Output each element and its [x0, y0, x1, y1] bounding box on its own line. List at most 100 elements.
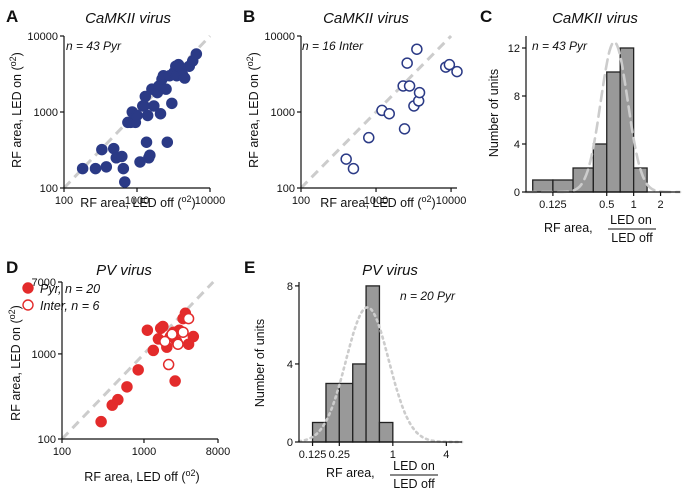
panel-a: A CaMKII virus 100 1000 10000100100010000 … — [6, 7, 225, 210]
data-point-pyr — [89, 162, 102, 175]
panel-letter-a: A — [6, 7, 18, 26]
histogram-bar — [592, 143, 608, 193]
data-point-pyr — [100, 161, 113, 173]
x-axis-label-a: RF area, LED off (o2) — [80, 194, 195, 210]
panel-letter-d: D — [6, 258, 18, 277]
x-tick-label: 4 — [443, 449, 449, 461]
data-point-pyr — [96, 143, 108, 156]
y-axis-label-b: RF area, LED on (o2) — [245, 52, 261, 168]
histogram-bar — [338, 382, 354, 443]
y-axis-label-c: Number of units — [487, 69, 501, 157]
unity-line — [60, 280, 215, 441]
x-tick-label: 2 — [657, 199, 663, 211]
data-point-inter — [398, 123, 411, 135]
x-tick-label: 10000 — [436, 195, 467, 207]
data-point-pyr — [169, 375, 181, 387]
y-tick-label: 1000 — [271, 107, 295, 119]
annotation-a: n = 43 Pyr — [66, 39, 122, 53]
data-point-inter — [413, 86, 426, 99]
x-tick-label: 0.25 — [329, 449, 350, 461]
x-tick-label: 8000 — [206, 446, 230, 458]
panel-b: B CaMKII virus 100 1000 10000100100010000 … — [243, 7, 466, 210]
x-tick-label: 1 — [390, 449, 396, 461]
data-point-pyr — [160, 83, 172, 95]
data-point-pyr — [166, 97, 178, 110]
data-point-pyr — [132, 364, 144, 376]
annotation-c: n = 43 Pyr — [532, 39, 588, 53]
data-point-pyr — [141, 324, 154, 336]
panel-title-a: CaMKII virus — [85, 10, 171, 27]
data-point-inter — [383, 107, 395, 120]
plot-d: 100 1000 8000 100 1000 7000 — [32, 277, 231, 458]
legend-marker-inter — [22, 299, 34, 311]
x-axis-frac-den-e: LED off — [393, 477, 435, 491]
plot-b: 100 1000 10000 100 1000 10000 — [264, 31, 466, 207]
annotation-e: n = 20 Pyr — [400, 289, 456, 303]
y-axis-label-a: RF area, LED on (o2) — [8, 52, 24, 168]
data-point-pyr — [141, 109, 154, 122]
y-tick-label: 8 — [514, 91, 520, 103]
data-point-inter — [401, 57, 413, 69]
x-tick-label: 100 — [292, 195, 310, 207]
data-point-inter — [347, 162, 360, 175]
data-point-pyr — [95, 415, 107, 428]
legend-label-inter: Inter, n = 6 — [40, 299, 99, 313]
y-tick-label: 12 — [508, 43, 520, 55]
data-point-pyr — [154, 107, 167, 120]
data-point-pyr — [131, 109, 143, 122]
y-tick-label: 100 — [38, 434, 56, 446]
data-point-inter — [162, 358, 175, 371]
panel-title-b: CaMKII virus — [323, 10, 409, 27]
data-point-pyr — [161, 136, 174, 148]
legend-label-pyr: Pyr, n = 20 — [40, 282, 100, 296]
data-point-inter — [166, 328, 178, 341]
data-point-pyr — [157, 320, 169, 333]
data-point-pyr — [119, 176, 131, 188]
data-point-inter — [451, 65, 463, 78]
data-point-inter — [340, 153, 352, 165]
data-point-inter — [443, 58, 456, 71]
plot-a: 100 1000 10000 100 1000 10000 — [27, 31, 225, 207]
x-tick-label: 0.5 — [599, 199, 614, 211]
histogram-bar — [352, 363, 367, 443]
x-axis-label-prefix-e: RF area, — [326, 466, 375, 480]
fit-curve — [297, 306, 464, 444]
x-tick-label: 10000 — [195, 195, 226, 207]
data-point-pyr — [190, 48, 203, 60]
data-point-pyr — [121, 381, 133, 393]
data-point-inter — [403, 80, 416, 92]
annotation-b: n = 16 Inter — [302, 39, 364, 53]
y-tick-label: 4 — [287, 359, 293, 371]
data-point-pyr — [117, 162, 130, 175]
panel-letter-c: C — [480, 7, 492, 26]
y-tick-label: 0 — [514, 187, 520, 199]
x-tick-label: 100 — [53, 446, 71, 458]
x-tick-label: 100 — [55, 195, 73, 207]
y-tick-label: 1000 — [32, 349, 56, 361]
x-axis-label-d: RF area, LED off (o2) — [84, 468, 199, 484]
y-tick-label: 10000 — [27, 31, 58, 43]
data-point-pyr — [112, 393, 124, 406]
data-point-pyr — [116, 150, 128, 163]
data-point-pyr — [139, 90, 152, 103]
histogram-bar — [606, 71, 621, 193]
data-point-inter — [182, 312, 195, 325]
x-tick-label: 1000 — [125, 195, 149, 207]
data-point-pyr — [76, 162, 89, 175]
x-axis-frac-den-c: LED off — [611, 231, 653, 245]
x-axis-frac-num-e: LED on — [393, 459, 435, 473]
y-tick-label: 7000 — [32, 277, 56, 289]
histogram-bar — [378, 421, 394, 443]
data-point-pyr — [187, 330, 200, 343]
histogram-bar — [532, 179, 554, 193]
x-axis-label-b: RF area, LED off (o2) — [320, 194, 435, 210]
y-tick-label: 8 — [287, 281, 293, 293]
x-axis-label-prefix-c: RF area, — [544, 221, 593, 235]
panel-title-d: PV virus — [96, 262, 152, 279]
data-point-pyr — [138, 100, 150, 112]
panel-d: D PV virus 100 1000 8000 100 1000 7000 Pyr, n… — [6, 258, 230, 484]
x-tick-label: 0.125 — [539, 199, 567, 211]
x-tick-label: 1000 — [132, 446, 156, 458]
data-point-inter — [177, 326, 189, 338]
